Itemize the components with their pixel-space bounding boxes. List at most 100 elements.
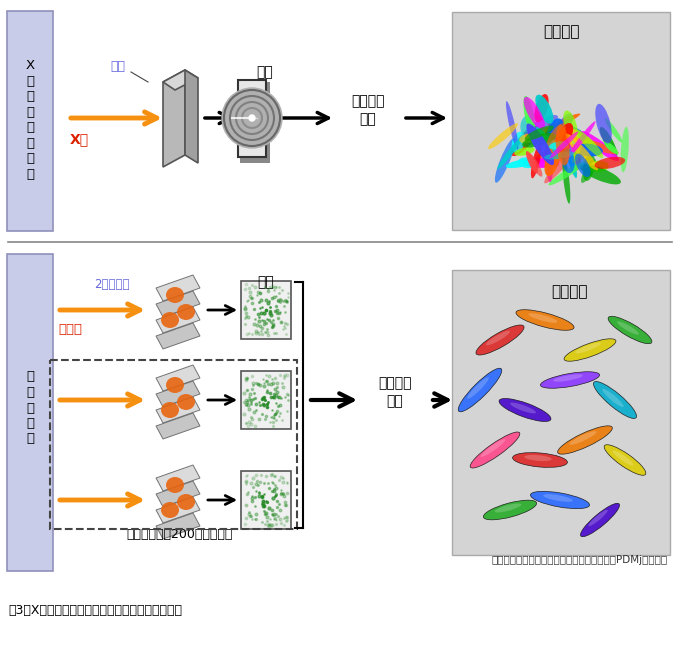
- Ellipse shape: [522, 133, 556, 148]
- Ellipse shape: [526, 131, 562, 146]
- Bar: [452, 270, 670, 555]
- Polygon shape: [156, 275, 200, 301]
- Circle shape: [249, 115, 255, 121]
- Ellipse shape: [583, 153, 595, 181]
- Bar: [240, 157, 270, 163]
- Polygon shape: [156, 413, 200, 439]
- Polygon shape: [156, 365, 200, 391]
- Ellipse shape: [590, 161, 609, 172]
- Polygon shape: [156, 481, 200, 507]
- Text: 角度を変えて200枚程度撮影: 角度を変えて200枚程度撮影: [126, 528, 233, 541]
- Ellipse shape: [595, 104, 612, 144]
- Ellipse shape: [562, 157, 571, 203]
- Ellipse shape: [558, 426, 613, 454]
- Bar: [264, 82, 270, 157]
- Ellipse shape: [575, 343, 601, 354]
- Ellipse shape: [565, 125, 590, 141]
- Ellipse shape: [166, 377, 184, 393]
- Ellipse shape: [535, 95, 554, 124]
- Text: 2次元結晶: 2次元結晶: [95, 278, 130, 291]
- Ellipse shape: [525, 125, 554, 140]
- Ellipse shape: [528, 153, 543, 177]
- Text: X
線
結
晶
構
造
解
析: X 線 結 晶 構 造 解 析: [25, 59, 35, 181]
- Ellipse shape: [544, 151, 575, 159]
- Ellipse shape: [470, 432, 520, 468]
- Ellipse shape: [594, 157, 625, 169]
- Polygon shape: [156, 465, 200, 491]
- Ellipse shape: [161, 312, 179, 328]
- Ellipse shape: [544, 136, 571, 155]
- Ellipse shape: [549, 131, 578, 159]
- Text: データの
解析: データの 解析: [352, 94, 385, 126]
- Ellipse shape: [564, 135, 577, 178]
- Text: 立体構造: 立体構造: [551, 285, 588, 300]
- Ellipse shape: [617, 321, 639, 335]
- Ellipse shape: [555, 123, 573, 149]
- Ellipse shape: [536, 127, 562, 157]
- Ellipse shape: [524, 115, 558, 136]
- Bar: [238, 80, 266, 157]
- Ellipse shape: [551, 129, 574, 142]
- Bar: [241, 371, 291, 429]
- Ellipse shape: [166, 287, 184, 303]
- Ellipse shape: [560, 135, 586, 147]
- Ellipse shape: [564, 133, 573, 152]
- Text: 検出: 検出: [258, 275, 274, 289]
- Ellipse shape: [569, 431, 596, 445]
- Ellipse shape: [550, 138, 569, 156]
- Ellipse shape: [545, 124, 563, 145]
- Text: 図3　X線と電子顕微鏡での結晶構造解析の模式図: 図3 X線と電子顕微鏡での結晶構造解析の模式図: [8, 603, 182, 616]
- Ellipse shape: [481, 439, 505, 457]
- Ellipse shape: [608, 317, 652, 344]
- Ellipse shape: [552, 150, 560, 168]
- Ellipse shape: [545, 127, 566, 160]
- Polygon shape: [156, 307, 200, 333]
- Ellipse shape: [545, 124, 566, 152]
- Ellipse shape: [580, 131, 619, 161]
- Ellipse shape: [542, 114, 580, 132]
- Ellipse shape: [526, 124, 554, 165]
- Polygon shape: [156, 513, 200, 539]
- Ellipse shape: [543, 142, 558, 160]
- Ellipse shape: [572, 142, 581, 164]
- Ellipse shape: [510, 402, 536, 413]
- Ellipse shape: [497, 136, 523, 169]
- Ellipse shape: [548, 121, 566, 145]
- Ellipse shape: [495, 138, 515, 183]
- Ellipse shape: [177, 494, 195, 510]
- Ellipse shape: [581, 503, 619, 537]
- Ellipse shape: [476, 325, 524, 355]
- Ellipse shape: [564, 339, 616, 361]
- Ellipse shape: [566, 128, 602, 156]
- Ellipse shape: [566, 122, 596, 159]
- Polygon shape: [163, 70, 198, 90]
- Ellipse shape: [545, 136, 553, 183]
- Text: X線: X線: [70, 132, 89, 146]
- Ellipse shape: [511, 126, 538, 156]
- Ellipse shape: [571, 137, 619, 154]
- Polygon shape: [163, 70, 185, 167]
- Ellipse shape: [600, 127, 617, 157]
- Ellipse shape: [565, 134, 598, 170]
- Bar: [452, 12, 670, 230]
- Ellipse shape: [177, 394, 195, 410]
- Ellipse shape: [458, 368, 502, 412]
- Ellipse shape: [541, 372, 600, 388]
- Ellipse shape: [524, 455, 551, 461]
- Text: データの
解析: データの 解析: [378, 376, 412, 408]
- Polygon shape: [156, 497, 200, 523]
- Ellipse shape: [594, 382, 636, 419]
- Ellipse shape: [604, 142, 618, 154]
- Ellipse shape: [530, 491, 590, 509]
- Polygon shape: [156, 381, 200, 407]
- Text: 検出: 検出: [256, 65, 273, 79]
- Polygon shape: [156, 397, 200, 423]
- Ellipse shape: [161, 402, 179, 418]
- Ellipse shape: [549, 162, 585, 185]
- Ellipse shape: [576, 129, 603, 158]
- Ellipse shape: [534, 147, 564, 162]
- Ellipse shape: [531, 143, 541, 178]
- Ellipse shape: [579, 164, 621, 185]
- Ellipse shape: [545, 145, 560, 176]
- Ellipse shape: [488, 124, 518, 149]
